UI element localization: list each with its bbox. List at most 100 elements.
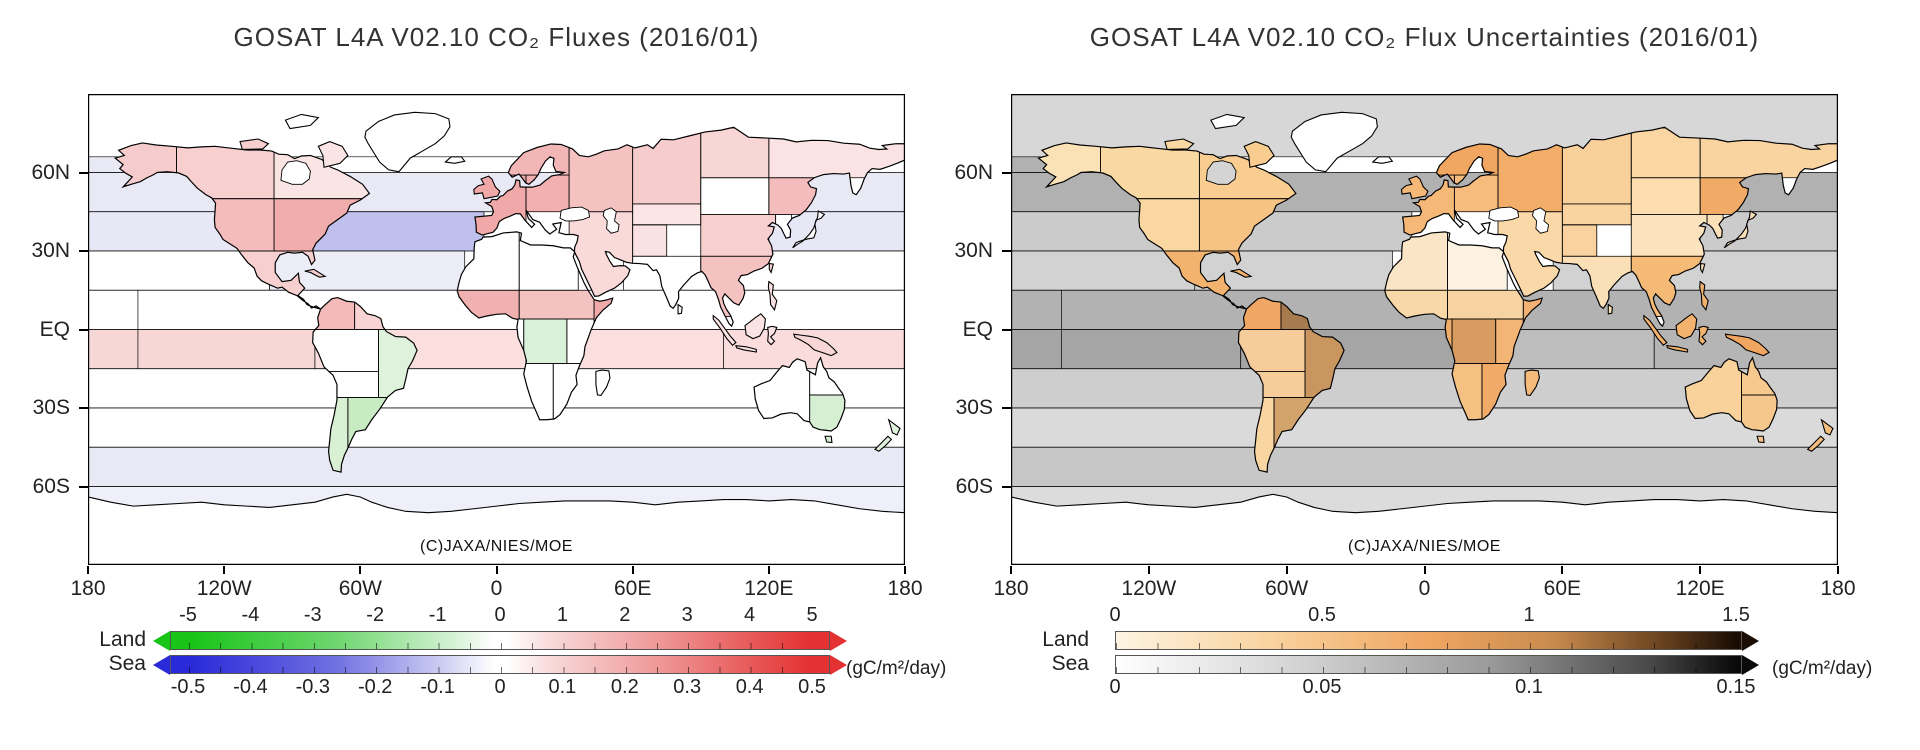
- sea-colorbar-tick--0.4: -0.4: [233, 676, 268, 698]
- lake-hudson: [281, 161, 311, 185]
- sea-colorbar-right-arrow: [1742, 655, 1759, 675]
- lon-label-120e: 120E: [1675, 577, 1725, 600]
- lon-tick: [1147, 566, 1150, 574]
- lat-label-60n: 60N: [31, 160, 70, 184]
- sea-colorbar-tick-0.4: 0.4: [735, 676, 764, 698]
- lon-label-60e: 60E: [1543, 577, 1582, 600]
- sea-colorbar-tick--0.2: -0.2: [357, 676, 393, 698]
- lat-label-60s: 60S: [955, 474, 993, 498]
- lat-label-eq: EQ: [39, 317, 70, 341]
- island-newguinea: [1725, 334, 1769, 355]
- sea-region-atlantic-15n-30n: [1195, 251, 1393, 290]
- island-japan: [1724, 211, 1756, 248]
- colorbar-units-1: (gC/m²/day): [1772, 658, 1873, 679]
- land-region-central-asia: [1562, 224, 1597, 257]
- land-colorbar-tick-1: 1: [1523, 604, 1535, 626]
- lake-black-sea: [560, 207, 590, 221]
- colorbar-minor-ticks: [189, 643, 813, 649]
- sea-colorbar-tick--0.1: -0.1: [420, 676, 455, 698]
- land-colorbar-tick-4: 4: [744, 604, 756, 626]
- island-baffin: [1244, 142, 1274, 168]
- island-philippines: [768, 282, 776, 310]
- lake-caspian-sea: [603, 208, 619, 233]
- lat-label-30n: 30N: [31, 239, 70, 262]
- land-colorbar-tick-1.5: 1.5: [1722, 604, 1750, 626]
- island-philippines: [1700, 282, 1708, 310]
- land-colorbar-right-arrow: [1742, 631, 1759, 651]
- sea-colorbar-tick-0.5: 0.5: [798, 676, 826, 698]
- land-region-kazakhstan: [1562, 203, 1632, 225]
- flux-map-title: GOSAT L4A V02.10 CO₂ Fluxes (2016/01): [233, 22, 760, 52]
- lon-label-120w: 120W: [1121, 577, 1177, 600]
- island-victoria: [240, 139, 268, 149]
- land-colorbar-tick-5: 5: [806, 604, 818, 626]
- island-nz-north: [889, 420, 900, 435]
- lat-label-eq: EQ: [962, 317, 993, 341]
- colorbar-minor-ticks: [1116, 667, 1743, 673]
- land-colorbar-tick--4: -4: [241, 604, 260, 626]
- land-colorbar-label-1: Land: [1042, 628, 1089, 651]
- island-borneo: [745, 314, 765, 339]
- island-tasmania: [1757, 436, 1764, 442]
- land-colorbar-tick--2: -2: [366, 604, 385, 626]
- sea-colorbar-tick--0.3: -0.3: [295, 676, 331, 698]
- sea-region-east-pacific-eq-15s: [88, 330, 315, 369]
- island-uk: [1402, 176, 1428, 199]
- sea-region-band-45s-60s: [88, 447, 905, 486]
- land-region-china: [1631, 214, 1708, 257]
- sea-colorbar-tick--0.5: -0.5: [170, 676, 206, 698]
- lon-tick: [359, 566, 362, 574]
- lat-tick: [1002, 250, 1011, 252]
- land-region-sahel-east: [1447, 290, 1524, 320]
- land-colorbar-tick--3: -3: [303, 604, 322, 626]
- island-cuba: [305, 269, 325, 277]
- colorbar-units-0: (gC/m²/day): [846, 658, 947, 679]
- land-region-amazon: [312, 329, 379, 372]
- sea-colorbar-1: [1115, 655, 1743, 674]
- greenland: [365, 112, 450, 171]
- island-uk: [474, 176, 500, 199]
- sea-region-east-pacific-eq-15s: [1011, 330, 1241, 369]
- sea-colorbar-tick-0.15: 0.15: [1716, 676, 1756, 698]
- lat-tick: [79, 250, 88, 252]
- island-nz-south: [875, 436, 891, 451]
- lon-label-120e: 120E: [744, 577, 794, 600]
- colorbar-minor-ticks: [1116, 643, 1743, 649]
- lon-label-180: 180: [70, 577, 106, 600]
- land-region-amazon: [1238, 329, 1306, 372]
- lat-tick: [1002, 171, 1011, 174]
- lon-label-120w: 120W: [196, 577, 252, 600]
- sea-region-pacific-15n-30n: [88, 251, 270, 290]
- sea-colorbar-tick-0.1: 0.1: [548, 676, 577, 698]
- sea-region-pacific-15n-30n: [1011, 251, 1195, 290]
- lat-tick: [1002, 328, 1011, 331]
- lon-tick: [767, 566, 770, 574]
- island-ellesmere: [285, 114, 318, 128]
- island-ellesmere: [1211, 114, 1244, 128]
- island-java: [736, 346, 756, 352]
- lat-label-30s: 30S: [955, 396, 993, 419]
- lake-caspian-sea: [1532, 208, 1548, 233]
- sea-region-band-45s-60s: [1011, 447, 1838, 486]
- island-victoria: [1165, 139, 1194, 149]
- sea-colorbar-0: [170, 655, 830, 674]
- flux-map: [88, 94, 905, 565]
- island-taiwan: [1701, 264, 1705, 273]
- lat-tick: [79, 485, 88, 488]
- copyright-0: (C)JAXA/NIES/MOE: [420, 538, 573, 555]
- island-taiwan: [769, 264, 773, 273]
- lon-label-0: 0: [490, 577, 503, 600]
- land-region-central-asia: [632, 224, 667, 257]
- lat-label-30n: 30N: [954, 239, 993, 262]
- land-colorbar-tick-1: 1: [556, 604, 568, 626]
- land-colorbar-right-arrow: [830, 631, 847, 651]
- land-colorbar-tick-0: 0: [494, 604, 506, 626]
- land-colorbar-tick-0.5: 0.5: [1308, 604, 1336, 626]
- lon-tick: [1285, 566, 1288, 574]
- land-colorbar-tick-0: 0: [1109, 604, 1121, 626]
- island-nz-north: [1821, 420, 1832, 435]
- copyright-1: (C)JAXA/NIES/MOE: [1348, 538, 1501, 555]
- lon-label-60e: 60E: [613, 577, 652, 600]
- lon-tick: [87, 566, 89, 574]
